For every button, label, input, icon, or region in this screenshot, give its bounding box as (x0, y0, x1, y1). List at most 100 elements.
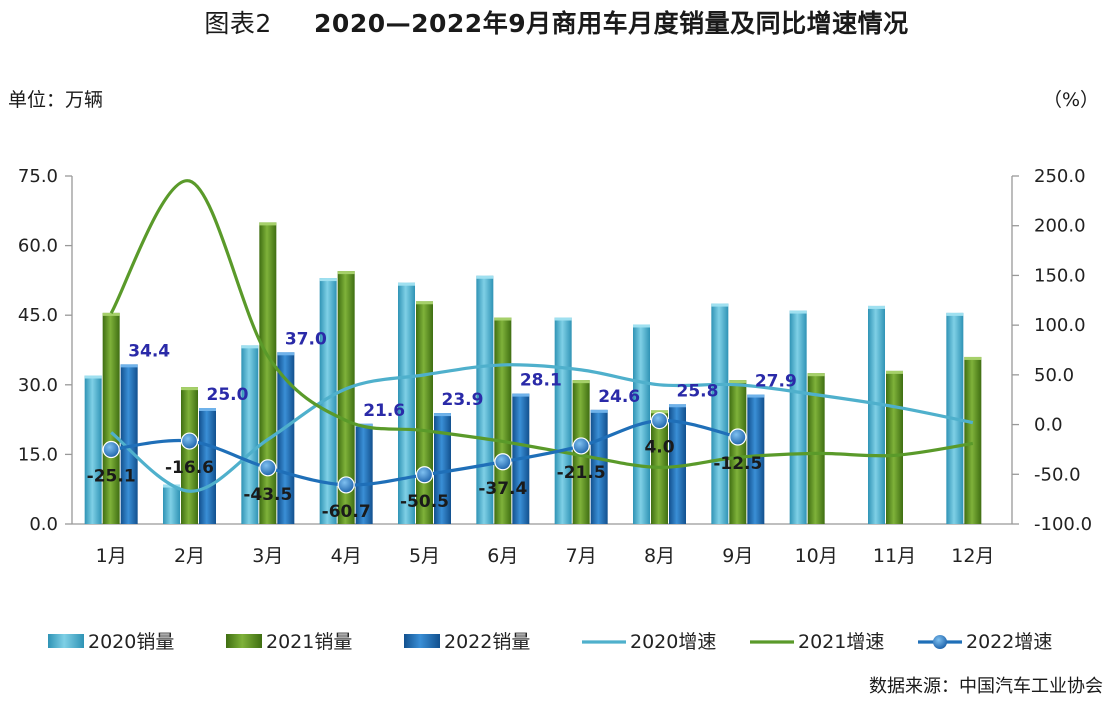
bar-data-label: 25.0 (207, 385, 249, 405)
marker-2022增速 (337, 476, 355, 494)
bar-top-2022销量 (512, 393, 530, 397)
marker-2022增速 (729, 428, 747, 446)
line-data-label: -12.5 (713, 454, 762, 474)
bar-2022销量 (434, 413, 451, 524)
bar-top-2022销量 (434, 413, 451, 417)
legend-label-2021销量: 2021销量 (266, 631, 352, 653)
legend-label-2021增速: 2021增速 (798, 631, 884, 653)
x-category-label: 4月 (331, 545, 362, 567)
right-tick-label: -50.0 (1034, 464, 1081, 485)
bar-top-2021销量 (572, 380, 590, 384)
bar-top-2021销量 (102, 312, 120, 316)
line-data-label: 4.0 (644, 438, 674, 458)
bar-top-2020销量 (319, 278, 337, 282)
bar-top-2021销量 (494, 317, 512, 321)
bar-top-2021销量 (181, 387, 198, 391)
bar-top-2020销量 (476, 275, 494, 279)
legend-label-2022销量: 2022销量 (444, 631, 530, 653)
bar-2021销量 (886, 370, 903, 524)
marker-2022增速 (102, 440, 120, 459)
line-data-label: -50.5 (400, 492, 449, 512)
left-tick-label: 15.0 (18, 444, 58, 465)
bar-top-2021销量 (337, 271, 355, 275)
x-category-label: 5月 (409, 545, 440, 567)
bar-top-2021销量 (259, 222, 277, 226)
bar-2020销量 (241, 345, 259, 524)
bar-top-2020销量 (946, 312, 964, 316)
marker-2022增速 (650, 411, 669, 430)
legend-label-2022增速: 2022增速 (966, 631, 1052, 653)
bar-2021销量 (181, 387, 198, 524)
legend-swatch-2022销量 (404, 634, 440, 648)
marker-2022增速 (180, 432, 199, 450)
legend-swatch-2020销量 (48, 634, 84, 648)
bar-2021销量 (416, 301, 433, 524)
bar-top-2022销量 (669, 404, 686, 408)
chart-title-prefix: 图表2 (204, 9, 272, 38)
line-data-label: -37.4 (478, 479, 527, 499)
left-tick-label: 60.0 (18, 236, 58, 257)
bar-2021销量 (259, 222, 277, 524)
left-axis-unit: 单位：万辆 (8, 89, 104, 111)
left-tick-label: 75.0 (18, 166, 58, 187)
bar-top-2022销量 (120, 364, 138, 368)
bar-2020销量 (868, 305, 885, 524)
bar-data-label: 24.6 (598, 387, 640, 407)
marker-2022增速 (259, 459, 277, 477)
bar-2020销量 (84, 375, 102, 524)
x-category-label: 11月 (873, 545, 916, 567)
line-data-label: -21.5 (557, 463, 606, 483)
bar-2022销量 (669, 404, 686, 524)
bar-data-label: 37.0 (285, 329, 327, 349)
right-tick-label: 250.0 (1034, 166, 1086, 187)
chart-title: 图表2 2020—2022年9月商用车月度销量及同比增速情况 (0, 4, 1113, 40)
bar-top-2021销量 (729, 380, 747, 384)
line-data-label: -43.5 (243, 485, 292, 505)
bar-2021销量 (964, 356, 982, 524)
x-category-label: 9月 (722, 545, 753, 567)
line-2020增速 (110, 363, 974, 493)
x-category-label: 7月 (566, 545, 597, 567)
bar-2020销量 (398, 282, 415, 524)
legend-swatch-2021销量 (226, 634, 262, 648)
bar-data-label: 23.9 (442, 390, 484, 410)
line-data-label: -16.6 (165, 458, 214, 478)
bar-data-label: 28.1 (520, 371, 562, 391)
bar-2020销量 (163, 484, 180, 524)
bar-top-2020销量 (554, 317, 572, 321)
marker-2022增速 (415, 466, 434, 484)
bar-2021销量 (102, 312, 120, 524)
bar-top-2021销量 (964, 356, 982, 360)
right-tick-label: 200.0 (1034, 216, 1086, 237)
bar-top-2020销量 (241, 345, 259, 349)
bar-top-2020销量 (84, 375, 102, 379)
x-category-label: 6月 (487, 545, 518, 567)
bar-top-2022销量 (199, 408, 216, 411)
right-axis-unit: （%） (1042, 89, 1099, 111)
right-tick-label: 150.0 (1034, 265, 1086, 286)
bar-2020销量 (711, 303, 729, 524)
bar-top-2020销量 (633, 324, 650, 328)
bar-2022销量 (355, 423, 373, 524)
x-category-label: 12月 (951, 545, 994, 567)
bar-2020销量 (554, 317, 572, 524)
marker-2022增速 (572, 437, 590, 455)
bar-2021销量 (494, 317, 512, 524)
bar-2022销量 (120, 364, 138, 524)
bar-2021销量 (337, 271, 355, 524)
bar-top-2022销量 (590, 409, 608, 413)
bar-data-label: 27.9 (755, 372, 797, 392)
right-tick-label: -100.0 (1034, 514, 1092, 535)
legend-marker-2022增速 (933, 635, 947, 649)
right-tick-label: 0.0 (1034, 415, 1063, 436)
bar-data-label: 21.6 (363, 401, 405, 421)
bar-2022销量 (277, 352, 295, 524)
right-tick-label: 50.0 (1034, 365, 1074, 386)
data-source: 数据来源：中国汽车工业协会 (869, 676, 1103, 697)
bar-top-2021销量 (416, 301, 433, 305)
bar-top-2021销量 (807, 373, 825, 377)
bar-top-2021销量 (886, 370, 903, 374)
bar-top-2022销量 (747, 394, 765, 398)
bar-2022销量 (747, 394, 765, 524)
